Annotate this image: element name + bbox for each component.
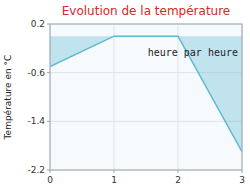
area-fill xyxy=(50,36,242,152)
y-axis-label: Température en °C xyxy=(3,55,13,141)
chart-container: 0.2 -0.6 -1.4 -2.20 1 2 3 Evolution de la tempé… xyxy=(0,0,250,188)
tick-y xyxy=(47,121,50,122)
grid-line-x xyxy=(178,24,179,170)
plot-area xyxy=(50,36,242,152)
tick-label-x: 0 xyxy=(47,175,53,185)
tick-x xyxy=(242,170,243,173)
tick-label-y: -1.4 xyxy=(27,116,45,126)
tick-y xyxy=(47,72,50,73)
tick-label-x: 2 xyxy=(175,175,181,185)
area-line xyxy=(50,36,242,152)
x-axis-label: heure par heure xyxy=(148,47,238,58)
grid-line-x xyxy=(114,24,115,170)
tick-label-x: 3 xyxy=(239,175,245,185)
tick-x xyxy=(50,170,51,173)
plot-background xyxy=(50,24,242,170)
plot-frame xyxy=(50,24,242,170)
tick-label-y: -0.6 xyxy=(27,68,45,78)
grid-line-y xyxy=(50,121,242,122)
tick-x xyxy=(114,170,115,173)
tick-label-y: 0.2 xyxy=(31,19,45,29)
tick-label-x: 1 xyxy=(111,175,117,185)
title: Evolution de la température xyxy=(62,4,231,18)
tick-label-y: -2.2 xyxy=(27,165,45,175)
tick-y xyxy=(47,24,50,25)
chart: 0.2 -0.6 -1.4 -2.20 1 2 3 Evolution de la tempé… xyxy=(0,0,250,188)
tick-x xyxy=(178,170,179,173)
